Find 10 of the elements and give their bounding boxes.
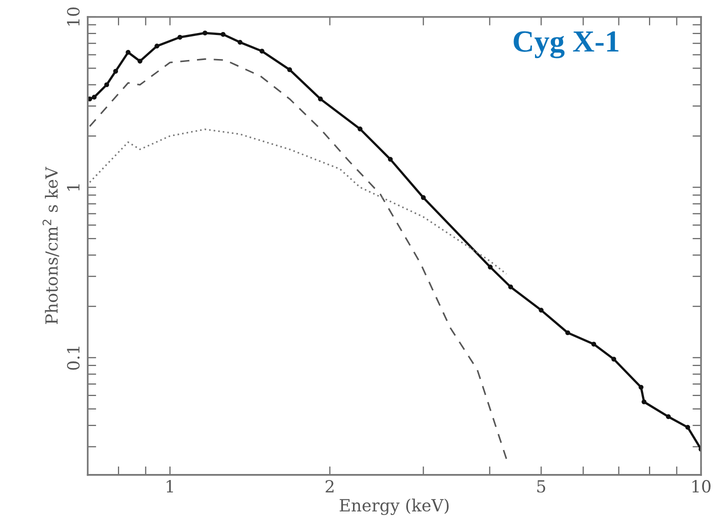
x-tick-label: 2 [326,480,334,492]
y-tick-label: 10 [67,7,80,26]
x-axis-title: Energy (keV) [340,498,449,516]
x-tick-label: 5 [537,480,546,493]
x-tick-label: 10 [692,480,711,493]
y-axis-title: Photons/cm$^{2}$ s keV [42,166,60,324]
y-tick-label: 1 [67,184,80,191]
y-tick-label: 0.1 [67,346,80,370]
x-tick-label: 1 [166,480,173,492]
annotation: Cyg X-1 [514,31,618,58]
